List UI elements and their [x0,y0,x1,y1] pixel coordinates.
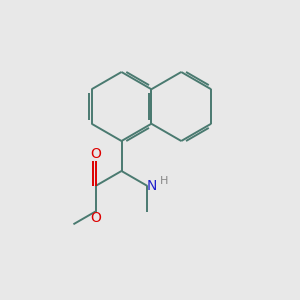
Text: O: O [90,211,101,225]
Text: N: N [147,179,157,193]
Text: O: O [90,147,101,161]
Text: H: H [160,176,168,187]
